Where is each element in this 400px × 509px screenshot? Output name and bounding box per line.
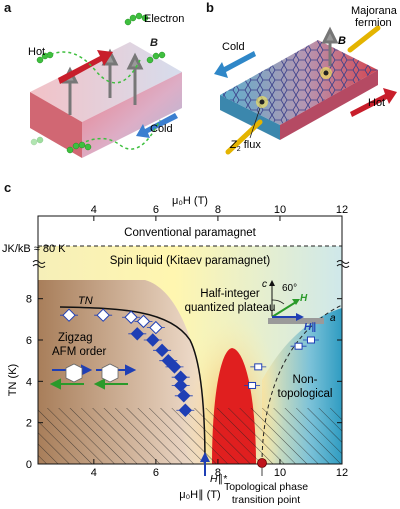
top-tick-label: 6 [153,204,159,216]
filled-diamond-marker [130,327,144,341]
panel-a-label: a [4,0,12,15]
tn-boundary [59,306,206,464]
half-integer-label-2: quantized plateau [185,302,276,314]
spin-liquid-label: Spin liquid (Kitaev paramagnet) [110,255,271,267]
majorana-label-1: Majorana [351,5,398,17]
cold-arrow [214,51,256,78]
slab-left-face [30,92,82,158]
filled-diamond-marker [146,333,160,347]
hstar-arrow [200,452,210,476]
panel-b-illustration: Majorana fermion Cold Hot B Z2 flux [214,5,398,155]
inset-a-axis-label: a [330,313,336,324]
filled-diamond-marker [167,360,182,374]
open-square-marker [248,381,257,389]
jk-label: JK/kB ≈ 80 K [2,243,66,255]
topological-transition-label-1: Topological phase [224,481,308,493]
inset-angle-label: 60° [282,283,297,294]
cold-label: Cold [150,123,173,135]
top-tick-label: 12 [336,204,348,216]
bottom-tick-label: 10 [274,467,286,479]
conventional-band [38,216,342,246]
open-diamond-marker [124,310,138,324]
filled-diamond-marker [173,378,188,393]
topological-transition-point [257,458,267,468]
bottom-tick-label: 6 [153,467,159,479]
y-tick-label: 4 [26,376,32,388]
y-axis-label: TN (K) [7,364,19,396]
y-tick-label: 8 [26,294,32,306]
top-axis-label: μ₀H (T) [172,195,208,207]
majorana-label-2: fermion [355,17,392,29]
filled-diamond-marker [177,389,191,403]
inset-h-label: H [300,293,308,304]
bottom-tick-label: 12 [336,467,348,479]
panel-a-illustration: Electron B Hot Cold [28,12,184,158]
top-tick-label: 8 [215,204,221,216]
top-tick-label: 4 [91,204,97,216]
topological-transition-label-2: transition point [232,494,300,506]
slab-front-face [82,72,182,158]
open-square-marker [254,363,263,371]
non-topological-label-2: topological [278,388,333,400]
panel-c-label: c [4,180,12,195]
y-tick-label: 2 [26,418,32,430]
hot-label: Hot [368,97,385,109]
zigzag-label-2: AFM order [52,346,106,358]
open-diamond-marker [149,320,163,335]
open-diamond-marker [62,308,76,322]
y-tick-label: 6 [26,335,32,347]
open-square-marker [306,336,315,344]
slab-top [30,42,182,122]
bottom-tick-label: 8 [215,467,221,479]
filled-diamond-marker [155,343,169,358]
y-tick-label: 0 [26,459,32,471]
filled-diamond-marker [178,403,193,417]
open-diamond-marker [96,308,110,322]
conventional-paramagnet-label: Conventional paramagnet [124,227,257,239]
bottom-axis-label: μ₀H∥ (T) [179,489,220,501]
b-field-label: B [150,37,158,49]
cold-label: Cold [222,41,245,53]
hatched-region [38,408,342,464]
majorana-rod-right [347,25,381,53]
z2-flux-label: Z2 flux [229,139,261,153]
tn-curve-label: TN [78,295,93,307]
electron-label: Electron [144,13,184,25]
field-geometry-inset [268,280,324,324]
b-field-label: B [338,35,346,47]
non-topological-label-1: Non- [293,374,318,386]
hot-arrow [58,50,113,84]
top-tick-label: 10 [274,204,286,216]
zigzag-spin-arrows [49,363,137,390]
half-integer-label-1: Half-integer [200,288,260,300]
inset-hpar-label: H∥ [304,322,316,333]
majorana-rod-left [225,119,263,155]
open-square-marker [294,342,303,350]
hstar-label: H∥* [210,473,228,485]
panel-b-label: b [206,0,214,15]
zigzag-label-1: Zigzag [58,332,93,344]
hot-label: Hot [28,46,45,58]
bottom-tick-label: 4 [91,467,97,479]
hot-arrow [350,88,397,117]
inset-c-axis-label: c [262,279,267,290]
open-diamond-marker [136,314,151,329]
